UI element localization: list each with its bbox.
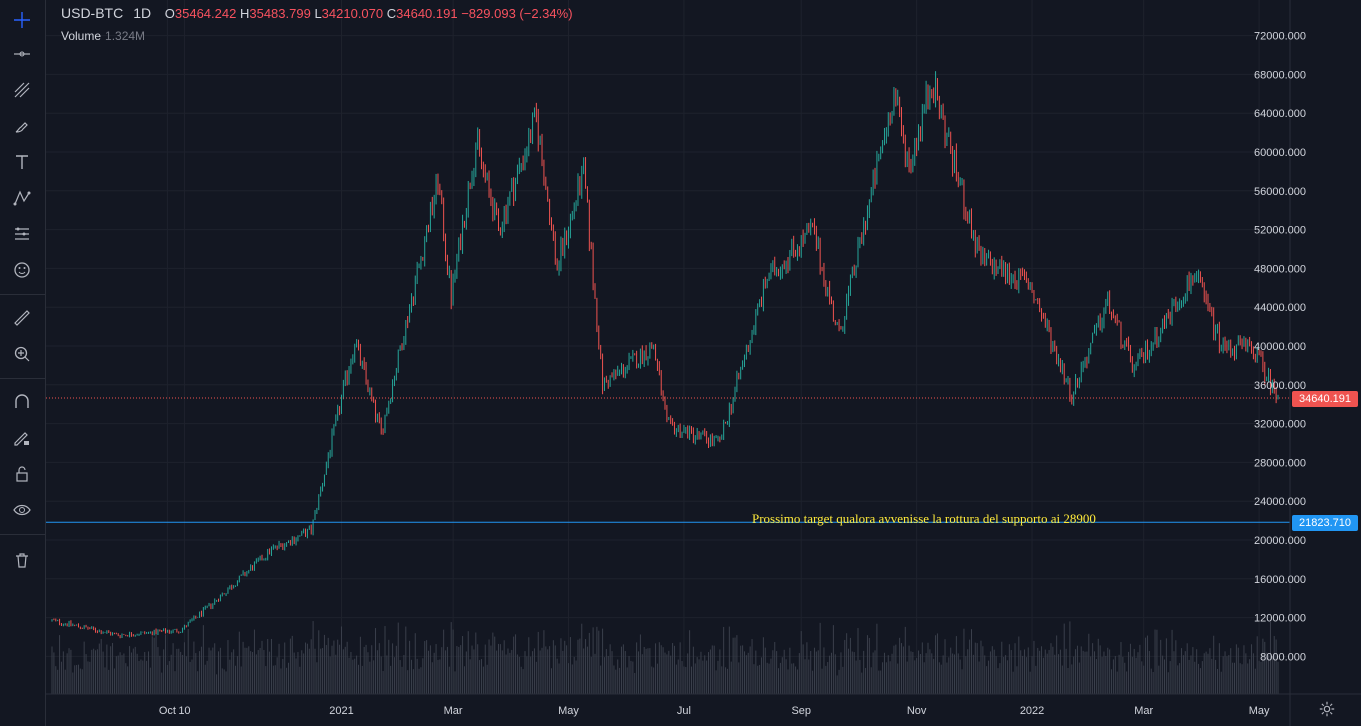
y-tick-label: 56000.000 xyxy=(1254,186,1306,198)
volume-bars xyxy=(51,621,1279,694)
symbol-name[interactable]: USD-BTC xyxy=(61,5,124,21)
lock-icon[interactable] xyxy=(8,460,36,488)
time-axis: Oct 10 2021 Mar May Jul Sep Nov 2022 Mar May xyxy=(46,0,1361,726)
y-tick-label: 16000.000 xyxy=(1254,574,1306,586)
low-value: 34210.070 xyxy=(321,6,384,21)
y-tick-label: 44000.000 xyxy=(1254,302,1306,314)
y-tick-label: 20000.000 xyxy=(1254,535,1306,547)
change-value: −829.093 (−2.34%) xyxy=(461,6,573,21)
trash-icon[interactable] xyxy=(8,546,36,574)
interval[interactable]: 1D xyxy=(133,5,152,21)
y-tick-label: 8000.000 xyxy=(1260,651,1306,663)
zoom-icon[interactable] xyxy=(8,340,36,368)
y-tick-label: 24000.000 xyxy=(1254,496,1306,508)
volume-value: 1.324M xyxy=(105,29,146,43)
y-tick-label: 68000.000 xyxy=(1254,69,1306,81)
close-label: C xyxy=(386,6,397,21)
x-tick-label: May xyxy=(558,705,579,717)
y-tick-label: 72000.000 xyxy=(1254,31,1306,43)
drawing-toolbar xyxy=(0,0,46,726)
y-tick-label: 28000.000 xyxy=(1254,457,1306,469)
last-price-tag: 34640.191 xyxy=(1292,391,1358,407)
emoji-icon[interactable] xyxy=(8,256,36,284)
x-tick-label: Jul xyxy=(677,705,691,717)
crosshair-icon[interactable] xyxy=(8,6,36,34)
eye-icon[interactable] xyxy=(8,496,36,524)
y-tick-label: 48000.000 xyxy=(1254,263,1306,275)
x-tick-label: 2021 xyxy=(329,705,353,717)
ruler-icon[interactable] xyxy=(8,304,36,332)
settings-gear-icon[interactable] xyxy=(1318,700,1336,718)
x-tick-label: 10 xyxy=(178,705,190,717)
x-tick-label: Oct xyxy=(159,705,176,717)
x-tick-label: May xyxy=(1249,705,1270,717)
grid xyxy=(46,0,1290,694)
magnet-icon[interactable] xyxy=(8,388,36,416)
open-label: O xyxy=(164,6,175,21)
fib-icon[interactable] xyxy=(8,76,36,104)
high-label: H xyxy=(239,6,250,21)
price-chart[interactable]: Oct 10 2021 Mar May Jul Sep Nov 2022 Mar May 8000.… xyxy=(46,0,1361,726)
trend-line-icon[interactable] xyxy=(8,40,36,68)
candles xyxy=(51,71,1279,639)
y-tick-label: 32000.000 xyxy=(1254,419,1306,431)
open-value: 35464.242 xyxy=(174,6,237,21)
x-tick-label: Mar xyxy=(444,705,463,717)
x-tick-label: Nov xyxy=(907,705,927,717)
high-value: 35483.799 xyxy=(249,6,311,21)
horizontal-lines xyxy=(46,397,1290,523)
lock-draw-icon[interactable] xyxy=(8,424,36,452)
x-tick-label: 2022 xyxy=(1020,705,1044,717)
forecast-icon[interactable] xyxy=(8,220,36,248)
pattern-icon[interactable] xyxy=(8,184,36,212)
price-axis: 8000.000 12000.000 16000.000 20000.000 24000… xyxy=(1254,31,1306,664)
close-value: 34640.191 xyxy=(396,6,458,21)
y-tick-label: 36000.000 xyxy=(1254,380,1306,392)
x-tick-label: Sep xyxy=(791,705,811,717)
y-tick-label: 40000.000 xyxy=(1254,341,1306,353)
y-tick-label: 60000.000 xyxy=(1254,147,1306,159)
y-tick-label: 52000.000 xyxy=(1254,225,1306,237)
level-price-tag: 21823.710 xyxy=(1292,515,1358,531)
y-tick-label: 64000.000 xyxy=(1254,108,1306,120)
text-icon[interactable] xyxy=(8,148,36,176)
annotation-text[interactable]: Prossimo target qualora avvenisse la rot… xyxy=(752,511,1096,526)
low-label: L xyxy=(314,6,322,21)
volume-label[interactable]: Volume xyxy=(61,29,102,43)
y-tick-label: 12000.000 xyxy=(1254,613,1306,625)
brush-icon[interactable] xyxy=(8,112,36,140)
symbol-legend: USD-BTC 1D O35464.242 H35483.799 L34210.0… xyxy=(61,5,573,21)
x-tick-label: Mar xyxy=(1134,705,1153,717)
volume-legend: Volume 1.324M xyxy=(61,29,145,43)
